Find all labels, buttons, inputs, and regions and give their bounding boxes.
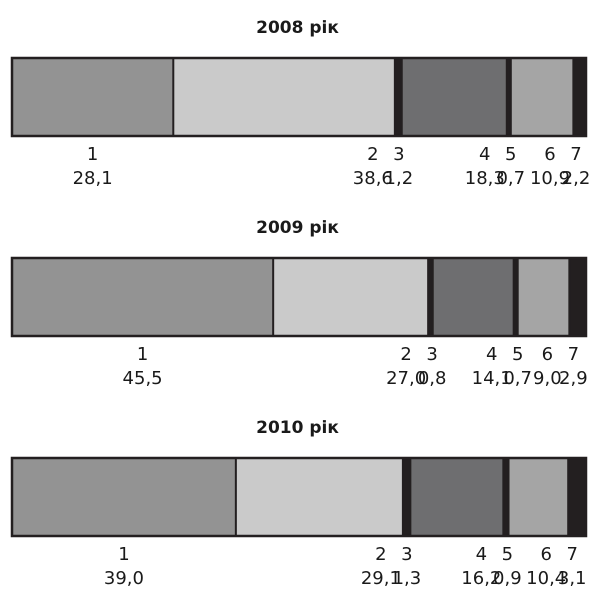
segment-value-3: 0,8 <box>417 368 447 389</box>
segment-number-3: 3 <box>426 344 438 365</box>
bar-segment-7 <box>569 258 586 336</box>
segment-value-3: 1,3 <box>392 568 422 589</box>
stacked-bar <box>10 456 588 538</box>
bar-segment-2 <box>235 458 403 536</box>
bar-segment-3 <box>428 258 433 336</box>
bar-segment-6 <box>508 458 569 536</box>
segment-value-6: 10,9 <box>529 168 571 189</box>
stacked-bar <box>10 56 588 138</box>
bar-frame <box>10 456 588 538</box>
segment-number-6: 6 <box>541 344 554 365</box>
segment-value-4: 16,2 <box>461 568 502 589</box>
segment-value-1: 28,1 <box>72 168 113 189</box>
bar-segment-4 <box>401 58 507 136</box>
segment-value-1: 45,5 <box>122 368 163 389</box>
segment-number-7: 7 <box>566 544 578 565</box>
segment-number-6: 6 <box>544 144 556 165</box>
segment-number-2: 2 <box>375 544 387 565</box>
bar-segment-3 <box>402 458 411 536</box>
chart-0: 2008 рік 1 28,1 2 38,6 3 1,2 4 18,3 5 0,7 6 10,9 7 2,2 <box>0 12 595 208</box>
chart-title: 2008 рік <box>256 18 339 38</box>
segment-number-3: 3 <box>401 544 413 565</box>
segment-value-1: 39,0 <box>103 568 144 589</box>
segment-number-5: 5 <box>511 344 524 365</box>
segment-number-6: 6 <box>540 544 552 565</box>
segment-value-2: 38,6 <box>352 168 393 189</box>
bar-segment-5 <box>506 58 511 136</box>
segment-number-4: 4 <box>475 544 488 565</box>
segment-value-7: 2,9 <box>559 368 588 389</box>
bar-frame <box>10 256 588 338</box>
segment-value-2: 29,1 <box>360 568 401 589</box>
segment-value-3: 1,2 <box>384 168 414 189</box>
segment-value-4: 14,1 <box>471 368 512 389</box>
bar-segment-5 <box>503 458 509 536</box>
segment-value-7: 3,1 <box>557 568 587 589</box>
segment-value-7: 2,2 <box>561 168 591 189</box>
bar-segment-7 <box>568 458 586 536</box>
bar-segment-6 <box>517 258 570 336</box>
bar-segment-7 <box>573 58 586 136</box>
segment-value-6: 10,4 <box>526 568 567 589</box>
segment-number-1: 1 <box>86 144 99 165</box>
segment-value-4: 18,3 <box>464 168 505 189</box>
segment-number-2: 2 <box>400 344 412 365</box>
segment-number-5: 5 <box>505 144 517 165</box>
bar-segment-2 <box>273 258 429 336</box>
segment-value-5: 0,9 <box>493 568 522 589</box>
bar-segment-5 <box>513 258 518 336</box>
segment-number-5: 5 <box>501 544 514 565</box>
segment-value-5: 0,7 <box>503 368 532 389</box>
chart-1: 2009 рік 1 45,5 2 27,0 3 0,8 4 14,1 5 0,7 6 9,0 7 2,9 <box>0 212 595 408</box>
chart-title: 2009 рік <box>256 218 339 238</box>
segment-number-1: 1 <box>118 544 130 565</box>
segment-number-3: 3 <box>393 144 405 165</box>
segment-number-4: 4 <box>485 344 498 365</box>
stacked-bar <box>10 256 588 338</box>
segment-number-2: 2 <box>367 144 379 165</box>
segment-number-7: 7 <box>570 144 582 165</box>
chart-title: 2010 рік <box>256 418 339 438</box>
bar-segment-2 <box>173 58 395 136</box>
segment-number-1: 1 <box>136 344 149 365</box>
bar-segment-1 <box>12 58 174 136</box>
segment-number-7: 7 <box>567 344 580 365</box>
bar-segment-1 <box>12 258 274 336</box>
segment-value-2: 27,0 <box>386 368 427 389</box>
bar-segment-6 <box>510 58 574 136</box>
bar-segment-4 <box>410 458 504 536</box>
chart-2: 2010 рік 1 39,0 2 29,1 3 1,3 4 16,2 5 0,9 6 10,4 7 3,1 <box>0 412 595 608</box>
segment-number-4: 4 <box>479 144 491 165</box>
bar-segment-3 <box>394 58 402 136</box>
bar-segment-1 <box>12 458 236 536</box>
segment-value-6: 9,0 <box>533 368 562 389</box>
segment-value-5: 0,7 <box>496 168 526 189</box>
bar-frame <box>10 56 588 138</box>
bar-segment-4 <box>432 258 514 336</box>
